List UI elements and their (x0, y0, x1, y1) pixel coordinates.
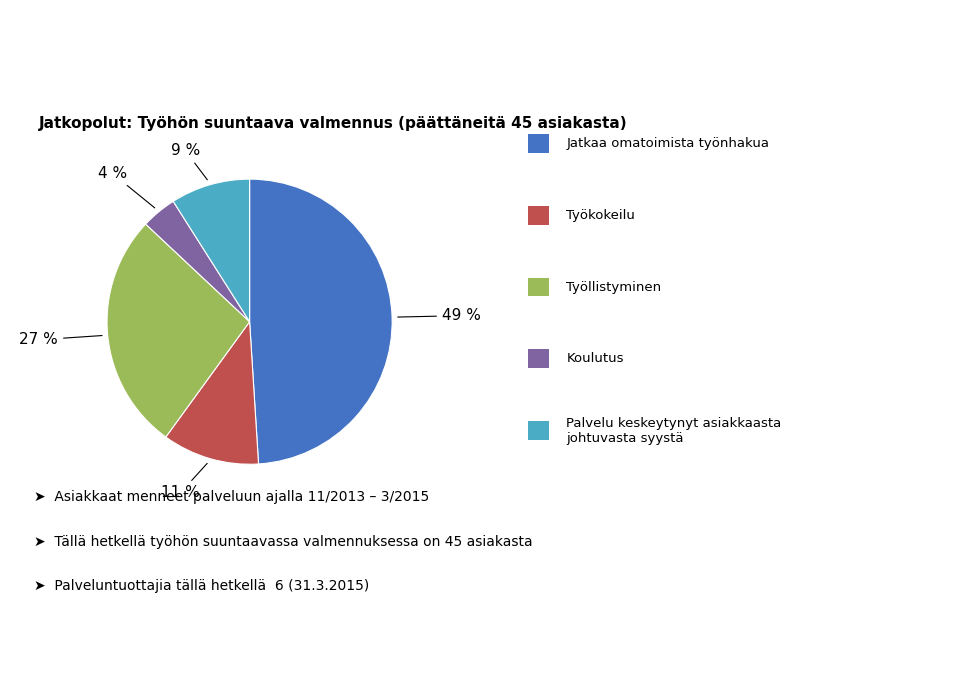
Text: ➤  Tällä hetkellä työhön suuntaavassa valmennuksessa on 45 asiakasta: ➤ Tällä hetkellä työhön suuntaavassa val… (34, 534, 532, 549)
Text: 49 %: 49 % (397, 308, 481, 323)
Text: Jatkopolut: Työhön suuntaava valmennus (päättäneitä 45 asiakasta): Jatkopolut: Työhön suuntaava valmennus (… (38, 116, 627, 131)
Bar (528, 421, 549, 440)
Wedge shape (166, 322, 258, 464)
Text: Koulutus: Koulutus (566, 352, 624, 365)
Text: 11 %: 11 % (161, 463, 207, 500)
Bar (528, 134, 549, 153)
Text: ➤  Asiakkaat menneet palveluun ajalla 11/2013 – 3/2015: ➤ Asiakkaat menneet palveluun ajalla 11/… (34, 490, 429, 504)
Wedge shape (146, 201, 250, 322)
Bar (528, 278, 549, 297)
Text: 27 %: 27 % (19, 332, 102, 347)
Text: Palvelu keskeytynyt asiakkaasta
johtuvasta syystä: Palvelu keskeytynyt asiakkaasta johtuvas… (566, 417, 781, 445)
Bar (528, 350, 549, 368)
Text: Kuopio   Maaninka   Rautalampi   Siilinjärvi   Suonenjoki   Tuusniemi: Kuopio Maaninka Rautalampi Siilinjärvi S… (254, 638, 706, 652)
Bar (528, 206, 549, 225)
Text: Työllistyminen: Työllistyminen (566, 280, 661, 293)
Text: Työkokeilu: Työkokeilu (566, 208, 636, 222)
Text: 9 %: 9 % (171, 143, 207, 180)
Text: 4 %: 4 % (98, 166, 155, 208)
Wedge shape (108, 224, 250, 437)
Text: Jatkaa omatoimista työnhakua: Jatkaa omatoimista työnhakua (566, 137, 769, 150)
Wedge shape (250, 179, 392, 464)
Wedge shape (173, 179, 250, 322)
Text: ➤  Palveluntuottajia tällä hetkellä  6 (31.3.2015): ➤ Palveluntuottajia tällä hetkellä 6 (31… (34, 579, 369, 593)
